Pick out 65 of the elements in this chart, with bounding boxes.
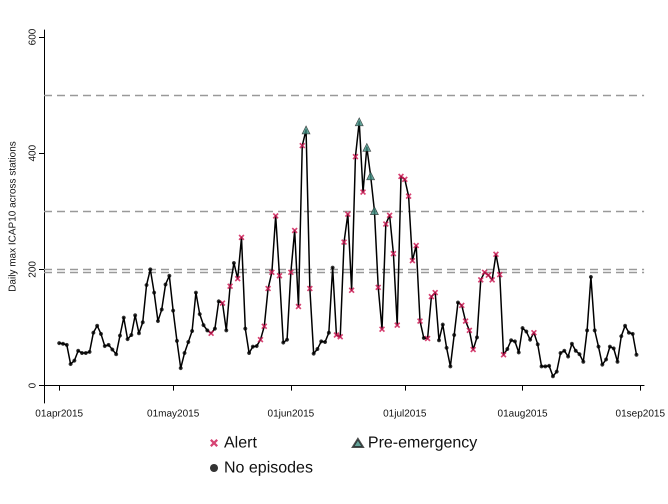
y-tick-label: 400 — [28, 144, 38, 162]
point — [333, 332, 340, 338]
point — [492, 251, 499, 258]
point — [238, 234, 244, 240]
point — [352, 154, 358, 160]
y-tick-label: 0 — [28, 382, 38, 388]
point — [227, 283, 234, 290]
y-tick-label: 200 — [28, 260, 38, 278]
legend-label: Pre-emergency — [368, 434, 478, 452]
point — [409, 258, 416, 264]
point — [496, 272, 503, 278]
point — [375, 284, 382, 290]
point — [272, 212, 279, 219]
point — [341, 239, 348, 246]
point — [366, 172, 375, 180]
point — [295, 304, 302, 310]
point — [462, 318, 469, 324]
point — [413, 242, 420, 249]
x-tick-label: 01aug2015 — [498, 408, 548, 420]
x-tick-label: 01may2015 — [147, 408, 200, 420]
point — [379, 326, 386, 332]
point — [360, 189, 366, 196]
point — [390, 250, 396, 257]
point — [288, 269, 294, 276]
point — [386, 212, 393, 218]
point — [348, 287, 355, 294]
point — [337, 334, 344, 340]
point — [370, 206, 379, 215]
point — [470, 346, 476, 353]
point — [406, 193, 412, 200]
point — [306, 286, 313, 292]
point — [299, 142, 306, 149]
point — [500, 352, 507, 358]
point — [417, 318, 423, 324]
point — [234, 276, 241, 282]
point — [268, 269, 275, 276]
point — [432, 290, 438, 296]
point — [478, 276, 484, 283]
point — [208, 330, 214, 336]
point — [402, 176, 408, 182]
legend-label: No episodes — [224, 460, 313, 476]
x-tick-label: 01jun2015 — [268, 408, 315, 420]
point — [489, 276, 496, 283]
legend-label: Alert — [224, 434, 258, 452]
point — [261, 323, 268, 330]
point — [394, 322, 400, 328]
point — [292, 227, 298, 234]
point — [354, 118, 364, 126]
x-tick-label: 01jul2015 — [383, 408, 427, 420]
point — [220, 300, 226, 306]
point — [485, 272, 492, 278]
point — [424, 336, 431, 342]
point — [362, 143, 372, 152]
y-tick-label: 600 — [28, 28, 38, 46]
point — [257, 336, 264, 343]
y-axis-title: Daily max ICAP10 across stations — [8, 141, 18, 292]
point — [530, 330, 537, 336]
point — [344, 211, 351, 218]
x-tick-label: 01sep2015 — [616, 408, 666, 420]
point — [382, 221, 389, 228]
point — [302, 126, 310, 134]
point — [466, 327, 472, 334]
point — [265, 286, 272, 292]
x-tick-label: 01apr2015 — [35, 408, 84, 420]
point — [458, 302, 465, 308]
